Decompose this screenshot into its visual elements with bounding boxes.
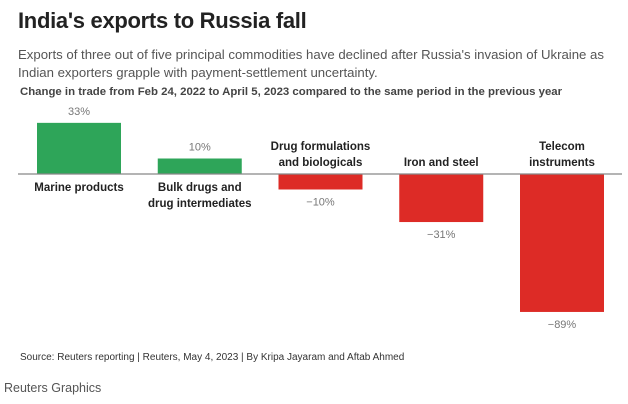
bar [520, 174, 604, 312]
bar [37, 122, 121, 174]
chart-note: Change in trade from Feb 24, 2022 to Apr… [20, 86, 563, 98]
category-label: and biologicals [279, 157, 363, 169]
data-label: −10% [306, 197, 335, 209]
category-label: drug intermediates [148, 198, 252, 210]
bar [157, 158, 242, 174]
data-label: 10% [189, 142, 211, 154]
data-label: −89% [548, 319, 577, 331]
category-label: Telecom [539, 141, 585, 153]
category-label: Iron and steel [404, 157, 479, 169]
credit-line: Reuters Graphics [4, 381, 102, 395]
chart-title: India's exports to Russia fall [18, 8, 307, 33]
category-label: Bulk drugs and [158, 182, 242, 194]
category-label: Marine products [34, 182, 123, 194]
chart-subtitle: Exports of three out of five principal c… [18, 47, 604, 80]
bar [278, 174, 363, 190]
data-label: 33% [68, 106, 90, 118]
category-label: Drug formulations [271, 141, 371, 153]
category-label: instruments [529, 157, 595, 169]
data-label: −31% [427, 229, 456, 241]
bar [399, 174, 484, 223]
source-line: Source: Reuters reporting | Reuters, May… [20, 352, 405, 363]
